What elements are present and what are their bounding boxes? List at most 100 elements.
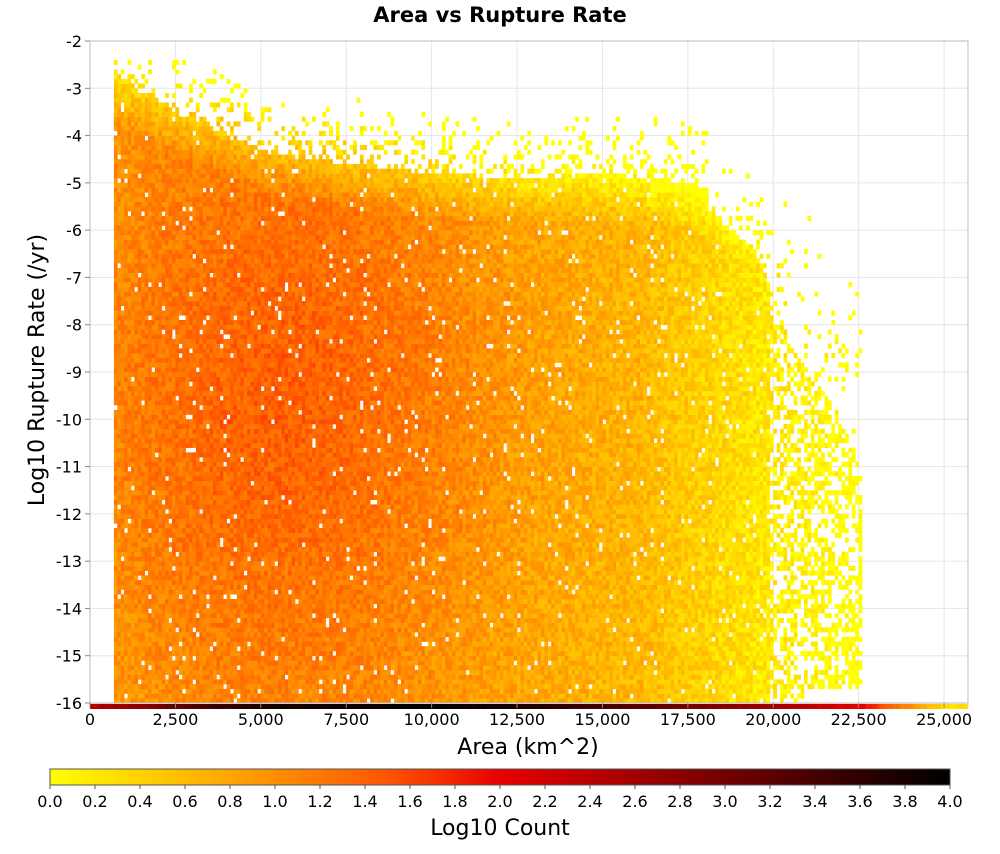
heatmap-cell	[155, 117, 159, 122]
heatmap-cell	[213, 154, 217, 159]
heatmap-cell	[199, 287, 203, 292]
heatmap-cell	[240, 216, 244, 221]
heatmap-cell	[158, 154, 162, 159]
heatmap-cell	[165, 315, 169, 320]
heatmap-cell	[240, 547, 244, 552]
heatmap-cell	[124, 495, 128, 500]
heatmap-cell	[165, 145, 169, 150]
heatmap-cell	[206, 150, 210, 155]
heatmap-cell	[189, 244, 193, 249]
heatmap-cell	[206, 448, 210, 453]
heatmap-cell	[155, 154, 159, 159]
heatmap-cell	[179, 178, 183, 183]
heatmap-cell	[134, 377, 138, 382]
heatmap-cell	[189, 372, 193, 377]
heatmap-cell	[182, 613, 186, 618]
heatmap-cell	[196, 121, 200, 126]
heatmap-cell	[138, 424, 142, 429]
heatmap-cell	[199, 599, 203, 604]
heatmap-cell	[192, 339, 196, 344]
heatmap-cell	[227, 396, 231, 401]
heatmap-cell	[158, 315, 162, 320]
heatmap-cell	[134, 216, 138, 221]
heatmap-cell	[124, 188, 128, 193]
heatmap-cell	[121, 188, 125, 193]
heatmap-cell	[138, 410, 142, 415]
heatmap-cell	[237, 490, 241, 495]
heatmap-cell	[141, 481, 145, 486]
heatmap-cell	[237, 571, 241, 576]
heatmap-cell	[155, 438, 159, 443]
heatmap-cell	[213, 102, 217, 107]
heatmap-cell	[134, 126, 138, 131]
heatmap-cell	[227, 211, 231, 216]
heatmap-cell	[155, 358, 159, 363]
heatmap-cell	[175, 429, 179, 434]
heatmap-cell	[179, 561, 183, 566]
heatmap-cell	[199, 656, 203, 661]
heatmap-cell	[151, 618, 155, 623]
heatmap-cell	[169, 381, 173, 386]
heatmap-cell	[128, 665, 132, 670]
heatmap-cell	[182, 121, 186, 126]
heatmap-cell	[227, 169, 231, 174]
heatmap-cell	[230, 533, 234, 538]
heatmap-cell	[216, 514, 220, 519]
heatmap-cell	[186, 277, 190, 282]
heatmap-cell	[210, 429, 214, 434]
heatmap-cell	[230, 542, 234, 547]
heatmap-cell	[141, 344, 145, 349]
heatmap-cell	[141, 273, 145, 278]
heatmap-cell	[223, 490, 227, 495]
heatmap-cell	[131, 651, 135, 656]
heatmap-cell	[182, 608, 186, 613]
heatmap-cell	[247, 282, 251, 287]
heatmap-cell	[151, 348, 155, 353]
heatmap-cell	[220, 561, 224, 566]
heatmap-cell	[196, 580, 200, 585]
heatmap-cell	[145, 112, 149, 117]
heatmap-cell	[233, 154, 237, 159]
heatmap-cell	[244, 556, 248, 561]
heatmap-cell	[151, 462, 155, 467]
heatmap-cell	[124, 244, 128, 249]
heatmap-cell	[196, 296, 200, 301]
heatmap-cell	[117, 93, 121, 98]
heatmap-cell	[121, 391, 125, 396]
heatmap-cell	[203, 315, 207, 320]
heatmap-cell	[240, 353, 244, 358]
heatmap-cell	[227, 188, 231, 193]
heatmap-cell	[138, 121, 142, 126]
heatmap-cell	[151, 424, 155, 429]
heatmap-cell	[186, 514, 190, 519]
heatmap-cell	[186, 386, 190, 391]
heatmap-cell	[192, 476, 196, 481]
heatmap-cell	[158, 197, 162, 202]
heatmap-cell	[114, 145, 118, 150]
heatmap-cell	[213, 273, 217, 278]
heatmap-cell	[182, 381, 186, 386]
heatmap-cell	[206, 481, 210, 486]
heatmap-cell	[247, 202, 251, 207]
heatmap-cell	[230, 646, 234, 651]
heatmap-cell	[162, 533, 166, 538]
heatmap-cell	[247, 424, 251, 429]
heatmap-cell	[244, 334, 248, 339]
heatmap-cell	[220, 287, 224, 292]
heatmap-cell	[134, 140, 138, 145]
heatmap-cell	[169, 311, 173, 316]
heatmap-cell	[220, 244, 224, 249]
heatmap-cell	[134, 121, 138, 126]
heatmap-cell	[162, 263, 166, 268]
heatmap-cell	[138, 353, 142, 358]
heatmap-cell	[121, 145, 125, 150]
heatmap-cell	[233, 202, 237, 207]
heatmap-cell	[210, 197, 214, 202]
heatmap-cell	[172, 542, 176, 547]
heatmap-cell	[206, 405, 210, 410]
heatmap-cell	[203, 249, 207, 254]
heatmap-cell	[251, 599, 255, 604]
heatmap-cell	[206, 400, 210, 405]
heatmap-cell	[247, 405, 251, 410]
heatmap-cell	[192, 533, 196, 538]
